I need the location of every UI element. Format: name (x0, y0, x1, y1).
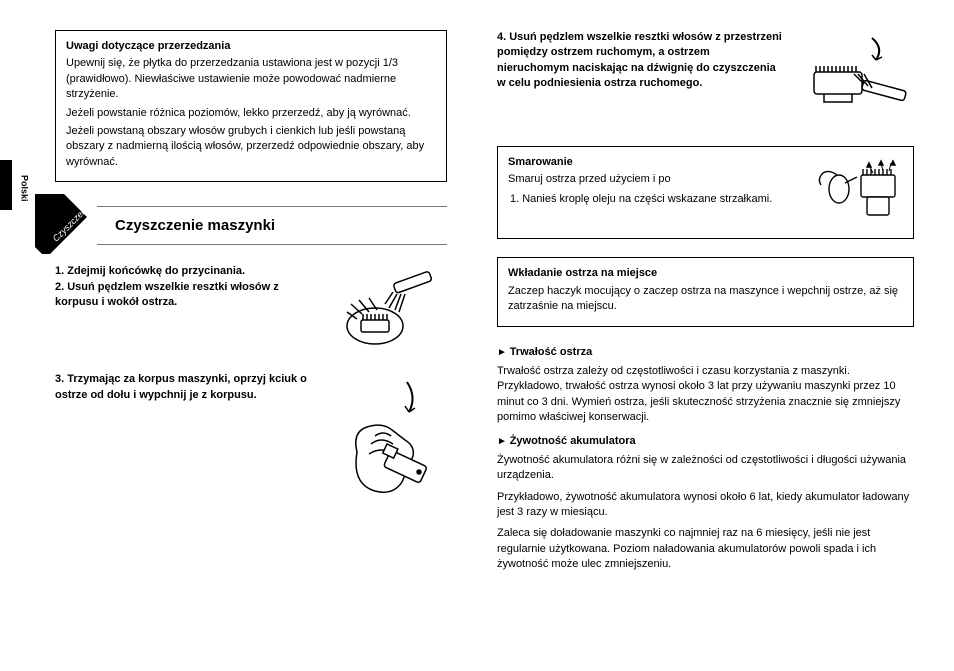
step-4-text: 4. Usuń pędzlem wszelkie resztki włosów … (497, 30, 782, 130)
battery-life-p2: Przykładowo, żywotność akumulatora wynos… (497, 490, 914, 521)
steps-list: 1. Zdejmij końcówkę do przycinania. 2. U… (55, 264, 447, 502)
clean-blade-illustration (794, 30, 914, 130)
notes-p2: Jeżeli powstanie różnica poziomów, lekko… (66, 106, 436, 121)
lubrication-box: Smarowanie Smaruj ostrza przed użyciem i… (497, 146, 914, 239)
notes-p1: Upewnij się, że płytka do przerzedzania … (66, 56, 436, 102)
reattach-title: Wkładanie ostrza na miejsce (508, 266, 903, 281)
oil-illustration (813, 155, 903, 230)
step-3-row: 3. Trzymając za korpus maszynki, oprzyj … (55, 372, 447, 502)
step-4-row: 4. Usuń pędzlem wszelkie resztki włosów … (497, 30, 914, 130)
page: Uwagi dotyczące przerzedzania Upewnij si… (0, 0, 954, 671)
lang-label: Polski (18, 175, 31, 202)
reattach-box: Wkładanie ostrza na miejsce Zaczep haczy… (497, 257, 914, 326)
notes-p3: Jeżeli powstaną obszary włosów grubych i… (66, 124, 436, 170)
lubrication-p1: Smaruj ostrza przed użyciem i po (508, 172, 803, 187)
step-1-2-text: 1. Zdejmij końcówkę do przycinania. 2. U… (55, 264, 323, 310)
section-title: Czyszczenie maszynki (97, 206, 447, 245)
battery-life-p3: Zaleca się doładowanie maszynki co najmn… (497, 526, 914, 572)
battery-life-p1: Żywotność akumulatora różni się w zależn… (497, 453, 914, 484)
step-3-text: 3. Trzymając za korpus maszynki, oprzyj … (55, 372, 323, 403)
lubrication-title: Smarowanie (508, 155, 803, 170)
thinning-notes-box: Uwagi dotyczące przerzedzania Upewnij si… (55, 30, 447, 182)
lubrication-step: 1. Nanieś kroplę oleju na części wskazan… (508, 192, 803, 207)
step-1-text: 1. Zdejmij końcówkę do przycinania. (55, 264, 323, 279)
step-1-2-row: 1. Zdejmij końcówkę do przycinania. 2. U… (55, 264, 447, 354)
blade-life-p1: Trwałość ostrza zależy od częstotliwości… (497, 364, 914, 426)
left-column: Uwagi dotyczące przerzedzania Upewnij si… (0, 0, 477, 671)
notes-title: Uwagi dotyczące przerzedzania (66, 39, 436, 54)
blade-life-heading: Trwałość ostrza (497, 345, 914, 360)
remove-blade-illustration (337, 372, 447, 502)
brush-illustration (337, 264, 447, 354)
lang-side-tab (0, 160, 12, 210)
right-column: 4. Usuń pędzlem wszelkie resztki włosów … (477, 0, 954, 671)
battery-life-heading: Żywotność akumulatora (497, 434, 914, 449)
reattach-p1: Zaczep haczyk mocujący o zaczep ostrza n… (508, 284, 903, 315)
cleaning-section-header: Czyszczenie Czyszczenie maszynki (55, 200, 447, 248)
step-2-text: 2. Usuń pędzlem wszelkie resztki włosów … (55, 280, 323, 311)
